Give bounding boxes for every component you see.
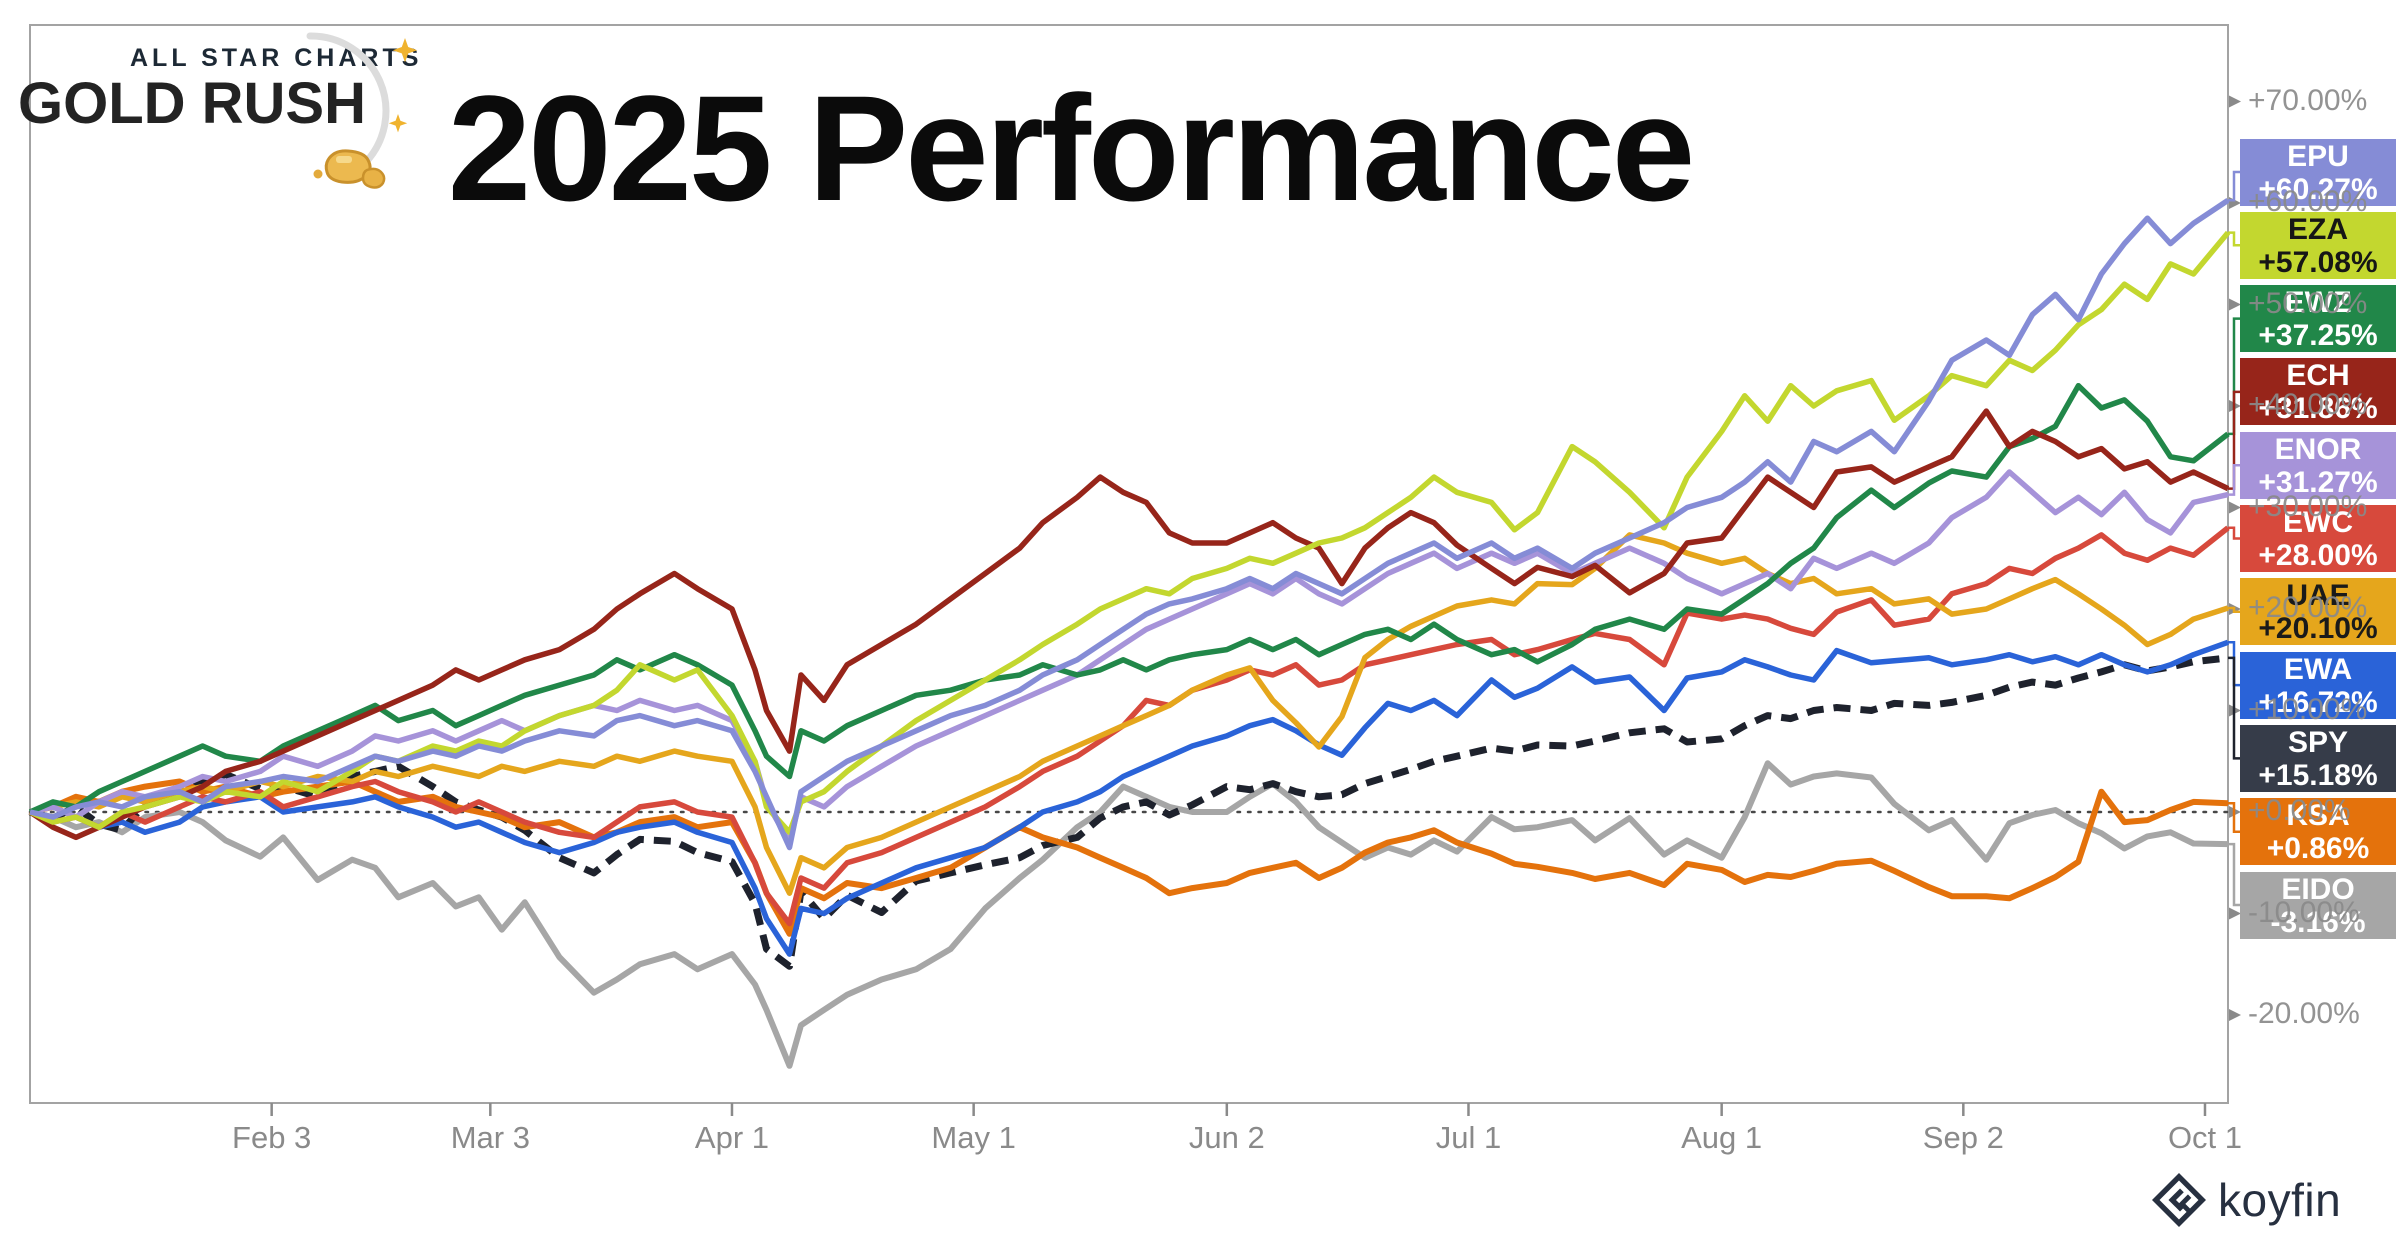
series-line-eza [28, 230, 2231, 836]
legend-ticker: ECH [2286, 359, 2350, 393]
legend-badge-spy[interactable]: SPY +15.18% [2240, 724, 2396, 792]
legend-return: +31.86% [2258, 392, 2378, 426]
legend-badge-ech[interactable]: ECH +31.86% [2240, 358, 2396, 426]
y-axis-label: +70.00% [2248, 83, 2368, 117]
legend-badge-ewc[interactable]: EWC +28.00% [2240, 505, 2396, 572]
gold-rush-art [306, 32, 418, 189]
legend-connector-eza [2228, 231, 2240, 247]
legend-return: -3.16% [2270, 905, 2366, 939]
y-axis-label: +60.00% [2248, 185, 2368, 218]
legend-ticker: EWA [2283, 652, 2353, 686]
legend-connector-eido [2228, 842, 2240, 907]
legend-connector-ech [2228, 390, 2240, 490]
x-axis-label: Apr 1 [694, 1120, 770, 1155]
legend-badge-ewa[interactable]: EWA +16.72% [2240, 651, 2396, 719]
x-axis-label: Oct 1 [2167, 1120, 2243, 1155]
legend-connector-uae [2228, 606, 2240, 614]
legend-badge-eido[interactable]: EIDO -3.16% [2240, 871, 2396, 939]
series-line-spy [29, 654, 2229, 970]
koyfin-wordmark: koyfin [2218, 1174, 2342, 1226]
legend-connector-ewc [2228, 526, 2240, 540]
y-axis-label: +50.00% [2248, 286, 2368, 320]
y-axis-tick-arrow [2229, 907, 2241, 920]
legend-badge-enor[interactable]: ENOR +31.27% [2240, 431, 2396, 499]
legend-return: +37.25% [2258, 319, 2378, 353]
legend-ticker: ENOR [2274, 432, 2362, 466]
x-axis-label: Jun 2 [1188, 1120, 1265, 1155]
legend-connector-spy [2228, 656, 2240, 760]
series-line-enor [29, 469, 2229, 846]
y-axis-label: +0.00% [2248, 794, 2351, 827]
legend-return: +28.00% [2258, 539, 2378, 572]
legend-ticker: EZA [2288, 212, 2348, 246]
page-title: 2025 Performance [447, 64, 1695, 232]
x-axis-label: Sep 2 [1922, 1120, 2004, 1155]
swoosh-icon [306, 32, 390, 167]
y-axis-label: -20.00% [2248, 997, 2360, 1030]
y-axis-label: +20.00% [2248, 591, 2368, 624]
legend-badge-epu[interactable]: EPU +60.27% [2240, 138, 2396, 206]
legend-ticker: EIDO [2281, 872, 2355, 906]
series-line-epu [29, 198, 2230, 851]
series-line-ewz [28, 382, 2230, 815]
legend-return: +15.18% [2258, 758, 2378, 792]
legend-ticker: UAE [2286, 579, 2350, 613]
legend-return: +31.27% [2258, 465, 2378, 499]
legend-return: +57.08% [2258, 245, 2378, 279]
x-axis-label: Mar 3 [450, 1120, 530, 1155]
allstarcharts-logo: ALL STAR CHARTS GOLD RUSH [18, 32, 438, 189]
legend-badge-eza[interactable]: EZA +57.08% [2240, 211, 2396, 279]
legend-return: +60.27% [2258, 172, 2378, 206]
legend-connector-epu [2228, 170, 2240, 202]
series-line-ewc [28, 525, 2230, 927]
legend-ticker: SPY [2287, 725, 2349, 759]
y-axis-tick-arrow [2229, 501, 2241, 514]
x-axis-label: Jul 1 [1435, 1120, 1502, 1155]
y-axis-label: +10.00% [2248, 692, 2368, 726]
koyfin-logo: koyfin [2150, 1168, 2400, 1232]
legend-ticker: EPU [2287, 139, 2349, 173]
legend-return: +20.10% [2258, 612, 2378, 646]
legend-ticker: EWZ [2284, 286, 2352, 320]
sparkle-icon-small [388, 114, 408, 133]
legend-connector-ewz [2228, 317, 2240, 436]
allstarcharts-wordmark-main: GOLD RUSH [18, 71, 366, 136]
legend-badge-ewz[interactable]: EWZ +37.25% [2240, 285, 2396, 353]
x-axis-label: Aug 1 [1681, 1120, 1763, 1155]
x-axis-label: May 1 [931, 1120, 1016, 1155]
y-axis-label: +40.00% [2248, 388, 2368, 421]
y-axis-label: +30.00% [2248, 489, 2368, 523]
gold-nugget-icon [313, 149, 386, 189]
legend-connector-enor [2228, 463, 2240, 496]
series-line-ksa [29, 778, 2229, 937]
koyfin-icon [2152, 1173, 2206, 1227]
series-line-ech [28, 408, 2230, 841]
series-line-uae [29, 532, 2229, 896]
legend-return: +0.86% [2266, 832, 2370, 866]
legend-ticker: KSA [2286, 799, 2350, 833]
legend-connector-ksa [2228, 802, 2240, 833]
sparkle-icon [392, 38, 418, 63]
y-axis-tick-arrow [2229, 95, 2241, 108]
series-line-eido [29, 760, 2229, 1069]
y-axis-tick-arrow [2229, 1009, 2241, 1021]
legend-badge-uae[interactable]: UAE +20.10% [2240, 578, 2396, 646]
legend-badge-ksa[interactable]: KSA +0.86% [2240, 798, 2396, 866]
legend-ticker: EWC [2283, 506, 2353, 539]
plot-border [29, 24, 2229, 1104]
legend-return: +16.72% [2258, 685, 2378, 719]
y-axis-label: -10.00% [2248, 895, 2360, 929]
y-axis-tick-arrow [2229, 298, 2241, 311]
x-axis-label: Feb 3 [232, 1120, 312, 1155]
series-line-ewa [29, 639, 2229, 957]
